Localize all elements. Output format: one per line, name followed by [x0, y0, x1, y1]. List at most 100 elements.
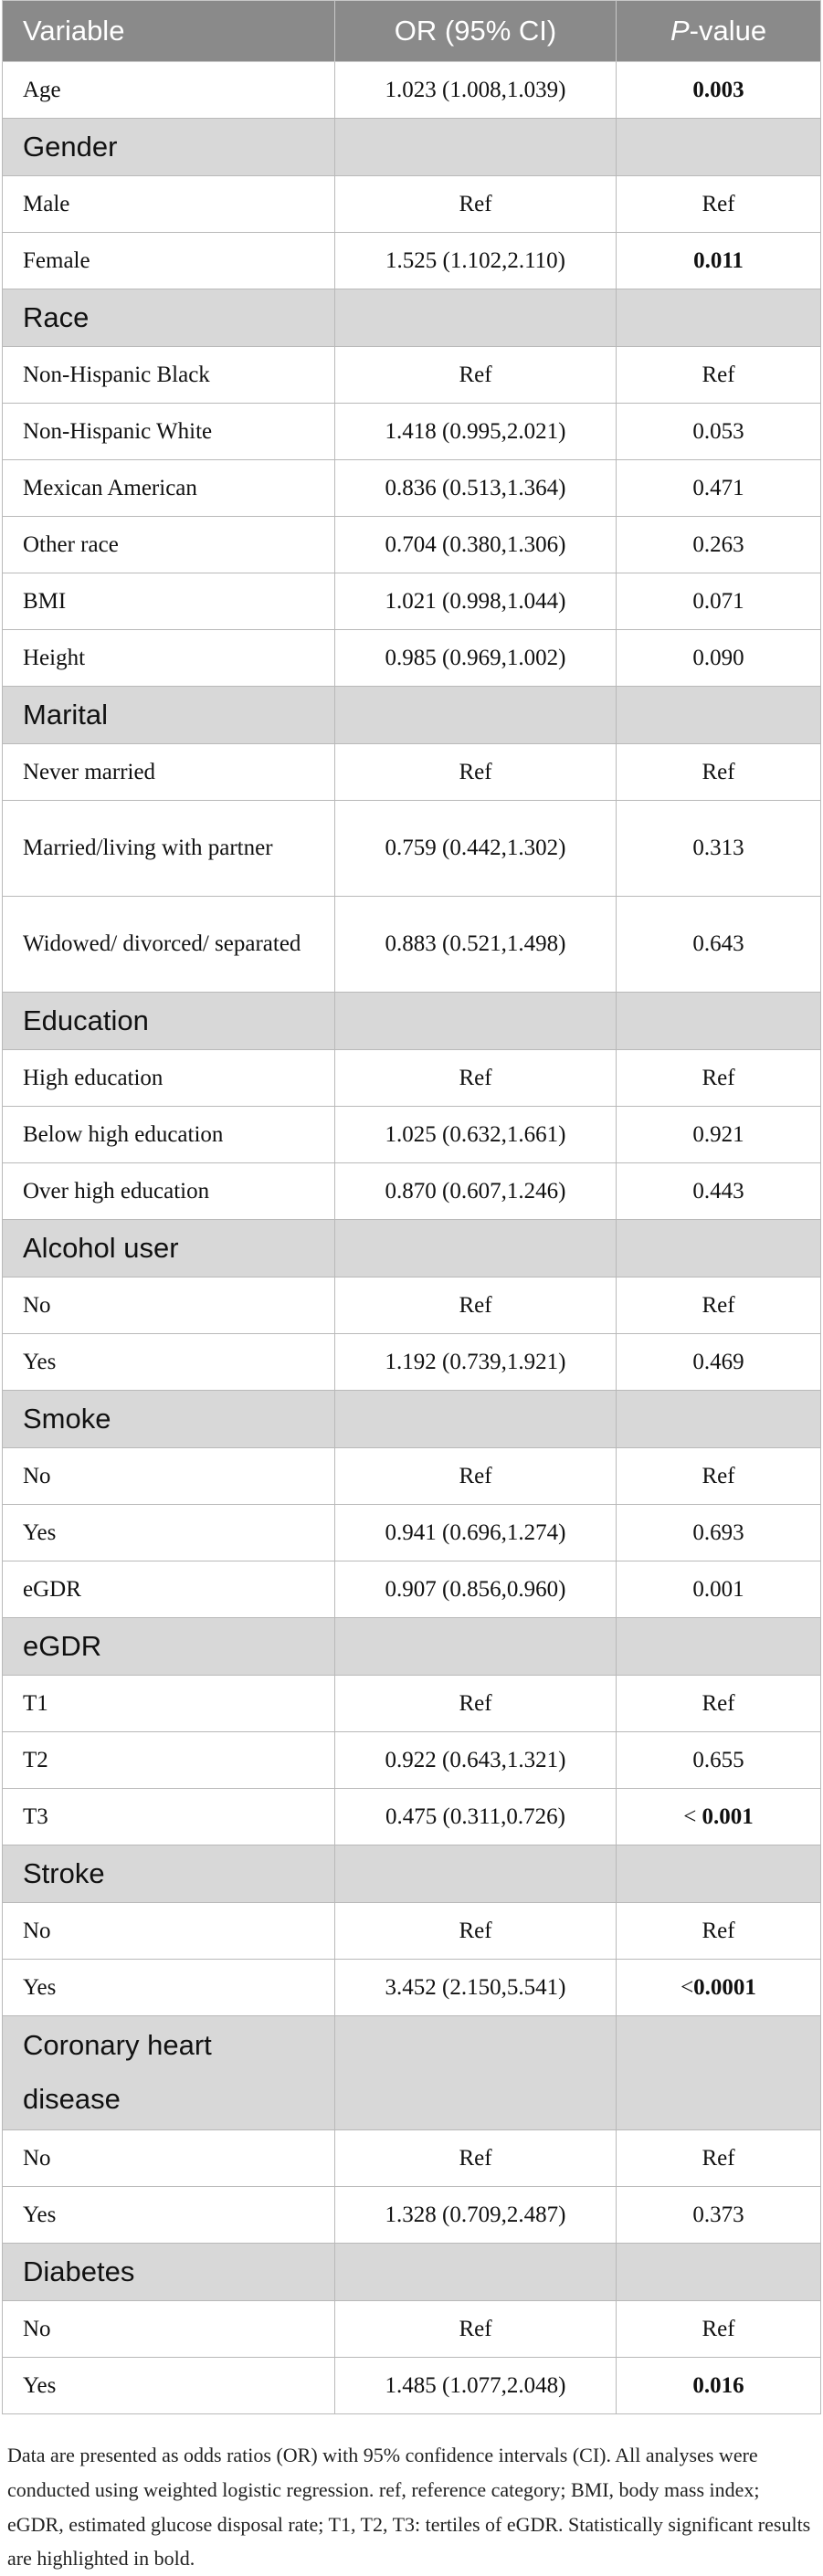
or-cell: Ref	[334, 2129, 617, 2187]
table-row: High education Ref Ref	[2, 1049, 821, 1107]
group-header-row: Education	[2, 992, 821, 1050]
p-value: Ref	[702, 1918, 735, 1943]
variable-cell: T3	[2, 1788, 335, 1845]
variable-cell: Female	[2, 232, 335, 289]
variable-cell: No	[2, 1902, 335, 1960]
or-cell: Ref	[334, 2300, 617, 2358]
table-row: Mexican American 0.836 (0.513,1.364) 0.471	[2, 459, 821, 517]
p-value-cell: 0.090	[616, 629, 821, 687]
p-value: Ref	[702, 1690, 735, 1716]
or-cell: 1.485 (1.077,2.048)	[334, 2357, 617, 2414]
p-value: 0.003	[692, 77, 744, 102]
group-empty-p	[616, 1617, 821, 1676]
or-cell: 0.922 (0.643,1.321)	[334, 1731, 617, 1789]
or-cell: Ref	[334, 1675, 617, 1732]
group-header-row: Alcohol user	[2, 1219, 821, 1277]
or-cell: 0.907 (0.856,0.960)	[334, 1561, 617, 1618]
p-value: 0.0001	[693, 1974, 756, 2000]
p-value-cell: 0.071	[616, 573, 821, 630]
group-empty-p	[616, 2015, 821, 2130]
p-value: 0.443	[692, 1178, 744, 1204]
group-label: Smoke	[2, 1390, 335, 1448]
variable-cell: Widowed/ divorced/ separated	[2, 896, 335, 993]
variable-cell: Married/living with partner	[2, 800, 335, 897]
variable-cell: T1	[2, 1675, 335, 1732]
table-row: No Ref Ref	[2, 1447, 821, 1505]
table-row: Non-Hispanic White 1.418 (0.995,2.021) 0.0…	[2, 403, 821, 460]
group-label: Marital	[2, 686, 335, 744]
group-empty-p	[616, 992, 821, 1050]
variable-cell: T2	[2, 1731, 335, 1789]
or-cell: 1.328 (0.709,2.487)	[334, 2186, 617, 2244]
p-value: Ref	[702, 2316, 735, 2341]
odds-ratio-table: Variable OR (95% CI) P-value Age 1.023 (1…	[2, 0, 821, 2414]
p-value: 0.471	[692, 475, 744, 500]
group-label: eGDR	[2, 1617, 335, 1676]
table-row: Female 1.525 (1.102,2.110) 0.011	[2, 232, 821, 289]
variable-cell: No	[2, 1447, 335, 1505]
p-value: Ref	[702, 362, 735, 387]
p-value-cell: 0.053	[616, 403, 821, 460]
or-cell: 0.475 (0.311,0.726)	[334, 1788, 617, 1845]
table-row: Yes 1.328 (0.709,2.487) 0.373	[2, 2186, 821, 2244]
group-empty-or	[334, 992, 617, 1050]
variable-cell: No	[2, 2129, 335, 2187]
variable-cell: Non-Hispanic Black	[2, 346, 335, 404]
table-row: Male Ref Ref	[2, 175, 821, 233]
p-value: 0.053	[692, 418, 744, 444]
or-cell: 0.704 (0.380,1.306)	[334, 516, 617, 573]
p-value-cell: 0.655	[616, 1731, 821, 1789]
p-value: 0.655	[692, 1747, 744, 1772]
p-value: 0.643	[692, 931, 744, 957]
p-value-cell: Ref	[616, 1049, 821, 1107]
variable-cell: Male	[2, 175, 335, 233]
group-empty-or	[334, 1390, 617, 1448]
group-label: Gender	[2, 118, 335, 176]
p-value-cell: Ref	[616, 1902, 821, 1960]
variable-cell: Never married	[2, 743, 335, 801]
variable-cell: Height	[2, 629, 335, 687]
variable-cell: Mexican American	[2, 459, 335, 517]
p-value: 0.011	[693, 247, 744, 273]
header-p-rest: -value	[689, 15, 767, 47]
p-value-cell: 0.011	[616, 232, 821, 289]
or-cell: Ref	[334, 1447, 617, 1505]
table-row: Height 0.985 (0.969,1.002) 0.090	[2, 629, 821, 687]
p-value: 0.001	[692, 1576, 744, 1602]
table-row: Yes 1.485 (1.077,2.048) 0.016	[2, 2357, 821, 2414]
or-cell: Ref	[334, 346, 617, 404]
p-value: 0.071	[692, 588, 744, 614]
or-cell: 0.870 (0.607,1.246)	[334, 1162, 617, 1220]
p-value: 0.921	[692, 1121, 744, 1147]
or-cell: 1.525 (1.102,2.110)	[334, 232, 617, 289]
variable-cell: Age	[2, 61, 335, 119]
variable-cell: Other race	[2, 516, 335, 573]
p-value-cell: 0.471	[616, 459, 821, 517]
p-value: Ref	[702, 191, 735, 216]
table-row: Non-Hispanic Black Ref Ref	[2, 346, 821, 404]
header-p-italic: P	[670, 15, 690, 47]
group-label: Education	[2, 992, 335, 1050]
p-value: Ref	[702, 1292, 735, 1318]
p-value: Ref	[702, 1065, 735, 1090]
header-variable: Variable	[2, 0, 335, 62]
table-row: Over high education 0.870 (0.607,1.246) 0.…	[2, 1162, 821, 1220]
p-value: Ref	[702, 2145, 735, 2171]
p-value-cell: Ref	[616, 1277, 821, 1334]
group-empty-p	[616, 1845, 821, 1903]
table-row: Age 1.023 (1.008,1.039) 0.003	[2, 61, 821, 119]
table-row: Other race 0.704 (0.380,1.306) 0.263	[2, 516, 821, 573]
table-row: Never married Ref Ref	[2, 743, 821, 801]
p-value-cell: 0.643	[616, 896, 821, 993]
p-value-cell: 0.921	[616, 1106, 821, 1163]
or-cell: 1.025 (0.632,1.661)	[334, 1106, 617, 1163]
p-value-cell: 0.001	[616, 1561, 821, 1618]
or-cell: 1.418 (0.995,2.021)	[334, 403, 617, 460]
group-label: Race	[2, 289, 335, 347]
group-header-row: eGDR	[2, 1617, 821, 1676]
or-cell: 0.759 (0.442,1.302)	[334, 800, 617, 897]
or-cell: 0.883 (0.521,1.498)	[334, 896, 617, 993]
group-label: Coronary heart disease	[2, 2015, 335, 2130]
or-cell: 1.192 (0.739,1.921)	[334, 1333, 617, 1391]
